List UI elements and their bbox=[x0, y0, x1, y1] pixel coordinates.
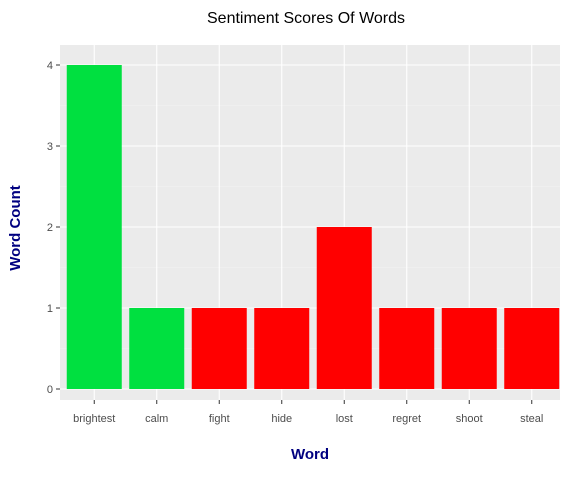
x-tick-label-fight: fight bbox=[209, 413, 230, 425]
y-tick-label: 1 bbox=[47, 303, 53, 315]
x-tick-label-lost: lost bbox=[336, 413, 353, 425]
y-tick-label: 3 bbox=[47, 141, 53, 153]
bar-shoot bbox=[441, 308, 497, 389]
x-tick-label-hide: hide bbox=[271, 413, 292, 425]
x-tick-label-regret: regret bbox=[392, 413, 421, 425]
y-tick-label: 0 bbox=[47, 384, 53, 396]
x-tick-label-brightest: brightest bbox=[73, 413, 115, 425]
bar-hide bbox=[254, 308, 310, 389]
bar-regret bbox=[379, 308, 435, 389]
x-tick-label-shoot: shoot bbox=[456, 413, 483, 425]
bar-lost bbox=[316, 227, 372, 389]
x-tick-label-calm: calm bbox=[145, 413, 168, 425]
x-tick-label-steal: steal bbox=[520, 413, 543, 425]
y-axis-title: Word Count bbox=[7, 185, 24, 271]
y-tick-label: 4 bbox=[47, 60, 53, 72]
y-tick-label: 2 bbox=[47, 222, 53, 234]
x-axis-title: Word bbox=[291, 446, 329, 463]
bar-fight bbox=[191, 308, 247, 389]
bar-brightest bbox=[66, 65, 122, 389]
y-axis: 0 1 2 3 4 bbox=[47, 60, 60, 396]
bar-steal bbox=[504, 308, 560, 389]
bars bbox=[66, 65, 560, 389]
x-axis: brightest calm fight hide lost regret shoot ste… bbox=[73, 400, 543, 425]
chart-title: Sentiment Scores Of Words bbox=[207, 10, 405, 27]
bar-calm bbox=[129, 308, 185, 389]
